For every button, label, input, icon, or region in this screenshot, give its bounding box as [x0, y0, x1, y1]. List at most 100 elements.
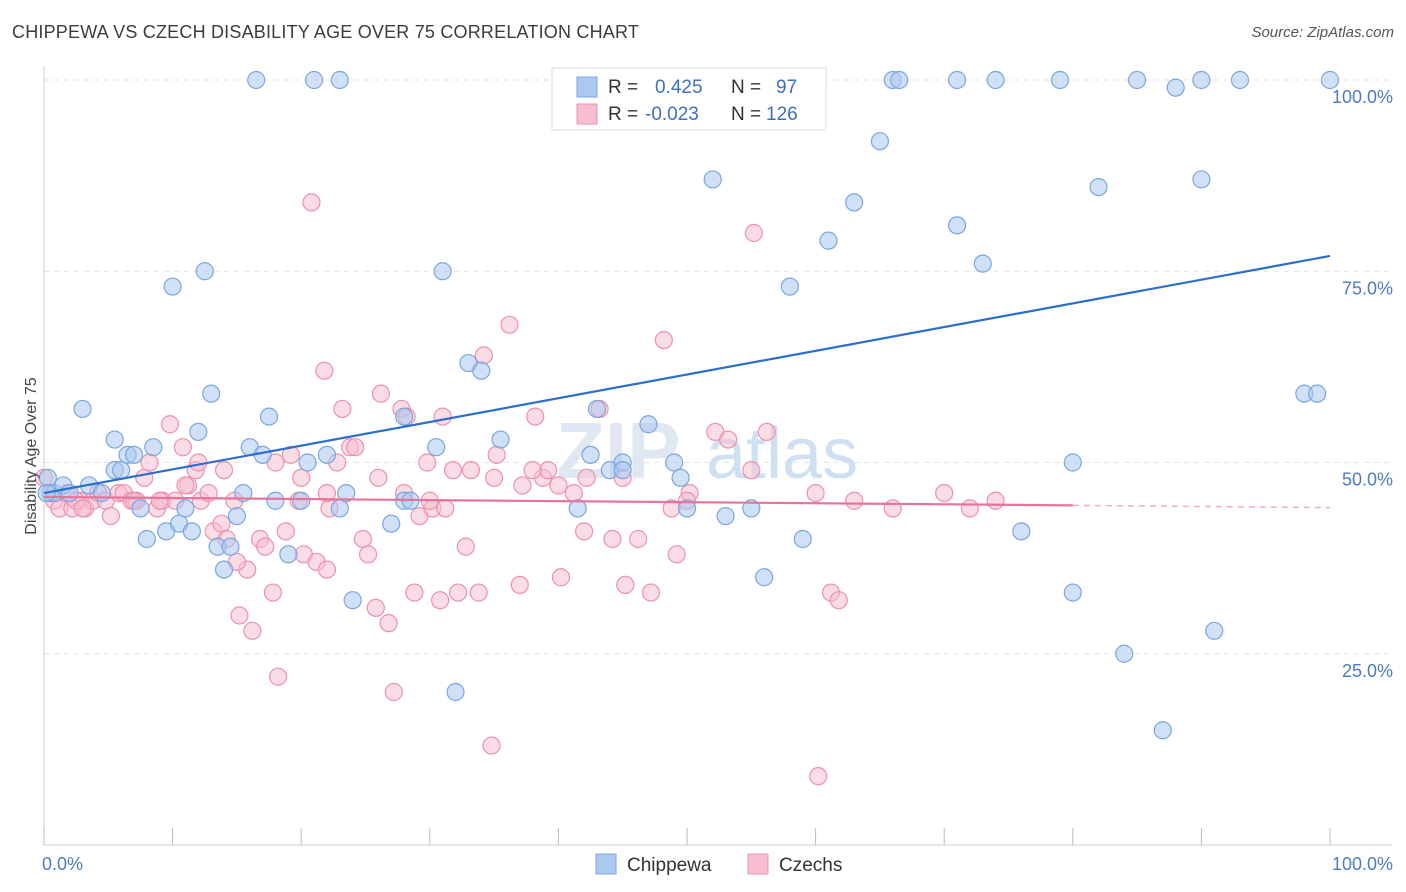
- legend-swatch-czechs: [576, 103, 598, 125]
- chippewa-point-25: [214, 560, 234, 579]
- czech-point-117: [935, 484, 954, 503]
- czech-point-54: [384, 682, 403, 702]
- chippewa-point-84: [1127, 70, 1147, 90]
- czech-point-124: [575, 522, 594, 541]
- czech-point-92: [809, 767, 828, 786]
- czech-trend-line: [43, 495, 1073, 507]
- czech-point-64: [448, 583, 468, 602]
- czech-point-61: [430, 591, 450, 610]
- chippewa-trend-line: [43, 254, 1331, 495]
- chippewa-point-12: [124, 445, 144, 464]
- czech-point-72: [513, 476, 532, 495]
- watermark-atlas: atlas: [706, 414, 858, 494]
- chippewa-point-59: [639, 415, 658, 434]
- x-tick-label-1: 100.0%: [1332, 854, 1393, 874]
- czech-point-103: [292, 468, 311, 487]
- czech-point-98: [150, 491, 169, 510]
- chippewa-point-32: [259, 407, 279, 426]
- czech-point-62: [436, 499, 455, 518]
- czech-point-80: [603, 529, 622, 549]
- chippewa-series: [37, 70, 1340, 740]
- chart-title: CHIPPEWA VS CZECH DISABILITY AGE OVER 75…: [12, 22, 640, 42]
- czech-point-94: [829, 591, 848, 610]
- czech-point-84: [654, 331, 673, 350]
- czech-point-46: [333, 399, 352, 419]
- chippewa-point-80: [1063, 583, 1082, 602]
- czech-point-35: [263, 583, 283, 602]
- chippewa-point-27: [227, 506, 246, 526]
- chippewa-point-69: [819, 231, 838, 250]
- czech-point-65: [456, 537, 475, 556]
- x-tick-label-0: 0.0%: [42, 854, 83, 874]
- chippewa-point-73: [890, 70, 909, 90]
- chippewa-point-48: [433, 262, 452, 281]
- czech-point-16: [140, 453, 159, 472]
- chippewa-point-67: [780, 277, 799, 296]
- chippewa-point-38: [317, 445, 337, 464]
- chippewa-point-7: [92, 484, 111, 503]
- czech-point-70: [487, 445, 506, 464]
- chippewa-point-23: [202, 384, 221, 403]
- czech-point-10: [101, 506, 120, 526]
- chippewa-point-15: [144, 438, 163, 457]
- chippewa-point-65: [742, 499, 761, 518]
- czech-point-107: [433, 407, 452, 426]
- chippewa-point-13: [131, 499, 150, 518]
- chippewa-point-52: [491, 430, 510, 449]
- czech-point-76: [551, 568, 571, 587]
- czech-point-113: [742, 461, 761, 480]
- chippewa-point-5: [73, 399, 92, 419]
- czech-point-21: [173, 438, 192, 457]
- chippewa-point-26: [221, 537, 240, 556]
- czech-point-67: [469, 583, 488, 602]
- czech-point-50: [358, 545, 378, 564]
- chippewa-point-92: [1308, 384, 1327, 403]
- chippewa-point-90: [1230, 70, 1250, 90]
- trend-lines: [43, 254, 1331, 509]
- chippewa-point-54: [581, 445, 600, 464]
- czech-point-53: [379, 614, 398, 633]
- czech-point-41: [302, 193, 321, 212]
- chippewa-point-83: [1115, 644, 1134, 663]
- watermark: ZIP atlas: [556, 406, 858, 495]
- legend-r-label-2: R =: [608, 104, 638, 125]
- chippewa-point-44: [394, 407, 414, 426]
- czech-series: [34, 193, 1005, 786]
- czech-point-51: [366, 598, 385, 617]
- czech-point-52: [371, 384, 391, 403]
- y-tick-label-0: 25.0%: [1342, 661, 1393, 681]
- chippewa-point-74: [947, 70, 967, 90]
- chippewa-point-21: [189, 422, 208, 441]
- tick-labels: 25.0% 50.0% 75.0% 100.0% 0.0% 100.0%: [42, 87, 1393, 874]
- czech-point-48: [346, 438, 365, 457]
- chippewa-point-53: [568, 499, 587, 518]
- chippewa-point-77: [986, 70, 1005, 90]
- chippewa-point-82: [1089, 178, 1108, 197]
- legend-r-value-1: 0.425: [655, 77, 703, 98]
- chippewa-point-30: [247, 70, 266, 90]
- czech-point-96: [73, 499, 92, 518]
- czech-point-19: [160, 415, 180, 434]
- chippewa-point-22: [195, 262, 214, 281]
- chippewa-point-39: [330, 499, 349, 518]
- chippewa-point-20: [182, 522, 201, 541]
- chippewa-point-85: [1153, 721, 1172, 740]
- legend-r-label-1: R =: [608, 77, 638, 98]
- czech-point-108: [485, 468, 504, 487]
- chippewa-point-47: [427, 438, 446, 457]
- legend-swatch-czechs-bottom: [747, 853, 769, 875]
- chippewa-point-93: [1320, 70, 1340, 90]
- chippewa-point-66: [755, 568, 774, 587]
- legend-r-value-2: -0.023: [645, 104, 699, 125]
- y-tick-label-1: 50.0%: [1342, 470, 1393, 490]
- chippewa-point-17: [163, 277, 182, 296]
- chippewa-point-33: [266, 491, 285, 510]
- czech-point-32: [243, 621, 262, 640]
- chippewa-point-49: [446, 682, 465, 702]
- chippewa-point-68: [793, 529, 812, 549]
- axes: [43, 66, 1392, 846]
- chippewa-point-75: [947, 216, 967, 235]
- czech-point-66: [461, 461, 481, 480]
- chippewa-point-40: [330, 70, 349, 90]
